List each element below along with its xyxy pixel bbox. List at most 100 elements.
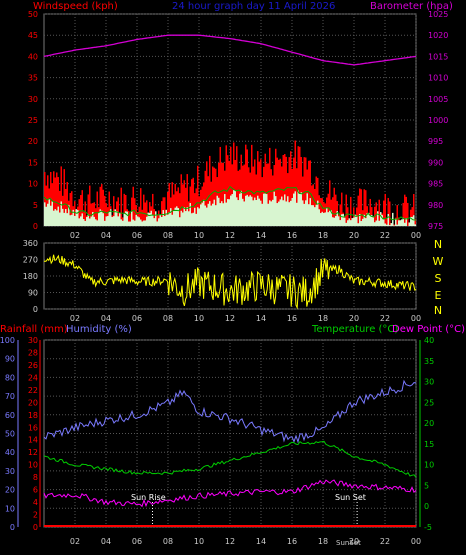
gust-bar xyxy=(345,194,347,226)
gust-bar xyxy=(260,159,262,226)
direction-tick-label: 270 xyxy=(23,256,38,265)
wind-x-tick-label: 02 xyxy=(70,231,80,240)
gust-bar xyxy=(285,156,287,226)
wind-average-bar xyxy=(323,212,325,226)
direction-x-tick-label: 18 xyxy=(318,314,328,323)
wind-average-bar xyxy=(326,207,328,226)
wind-average-bar xyxy=(51,201,53,226)
gust-bar xyxy=(93,202,95,226)
rainfall-tick-label: 16 xyxy=(28,423,38,432)
wind-average-bar xyxy=(230,195,232,226)
wind-average-bar xyxy=(267,203,269,226)
wind-average-bar xyxy=(405,218,407,226)
gust-bar xyxy=(56,172,58,226)
wind-average-bar xyxy=(305,200,307,226)
wind-average-bar xyxy=(357,223,359,226)
gust-bar xyxy=(279,158,281,226)
gust-bar xyxy=(140,188,142,226)
wind-average-bar xyxy=(206,207,208,226)
wind-tick-label: 50 xyxy=(28,10,38,19)
gust-bar xyxy=(174,183,176,226)
gust-bar xyxy=(63,169,65,226)
wind-average-bar xyxy=(335,216,337,226)
wind-average-bar xyxy=(360,221,362,226)
wind-average-bar xyxy=(125,211,127,226)
wind-average-bar xyxy=(146,216,148,226)
gust-bar xyxy=(299,146,301,226)
gust-bar xyxy=(81,190,83,226)
gust-bar xyxy=(125,195,127,226)
wind-average-bar xyxy=(359,213,361,226)
wind-tick-label: 40 xyxy=(28,52,38,61)
wind-average-bar xyxy=(410,216,412,226)
wind-average-bar xyxy=(306,193,308,226)
gust-bar xyxy=(327,193,329,226)
gust-bar xyxy=(105,203,107,226)
gust-bar xyxy=(378,199,380,226)
wind-average-bar xyxy=(281,196,283,226)
wind-average-bar xyxy=(285,201,287,226)
wind-average-bar xyxy=(296,202,298,226)
gust-bar xyxy=(195,188,197,226)
wind-average-bar xyxy=(111,217,113,226)
wind-average-bar xyxy=(327,212,329,226)
temperature-tick-label: 5 xyxy=(424,481,429,490)
temperature-tick-label: 25 xyxy=(424,398,434,407)
gust-bar xyxy=(333,187,335,226)
temperature-tick-label: 35 xyxy=(424,357,434,366)
wind-average-bar xyxy=(198,208,200,226)
gust-bar xyxy=(87,194,89,226)
humidity-tick-label: 60 xyxy=(5,411,15,420)
gust-bar xyxy=(270,169,272,226)
gust-bar xyxy=(294,140,296,226)
gust-bar xyxy=(242,165,244,226)
gust-bar xyxy=(369,198,371,226)
gust-bar xyxy=(89,185,91,226)
gust-bar xyxy=(288,157,290,226)
wind-average-bar xyxy=(332,217,334,226)
wind-average-bar xyxy=(353,217,355,226)
wind-average-bar xyxy=(74,215,76,226)
temp-x-tick-label: 12 xyxy=(225,537,235,546)
wind-average-bar xyxy=(186,207,188,226)
gust-bar xyxy=(206,161,208,226)
wind-average-bar xyxy=(54,209,56,226)
barometer-tick-label: 1005 xyxy=(428,95,448,104)
wind-average-bar xyxy=(101,210,103,226)
wind-average-bar xyxy=(395,218,397,226)
wind-average-bar xyxy=(137,216,139,226)
gust-bar xyxy=(347,207,349,226)
wind-average-bar xyxy=(116,211,118,226)
wind-average-bar xyxy=(80,216,82,226)
wind-average-bar xyxy=(338,216,340,226)
gust-bar xyxy=(411,207,413,226)
wind-average-bar xyxy=(302,200,304,226)
wind-average-bar xyxy=(290,200,292,226)
gust-bar xyxy=(240,154,242,226)
rainfall-tick-label: 24 xyxy=(28,373,38,382)
gust-bar xyxy=(233,142,235,226)
wind-average-bar xyxy=(231,194,233,226)
direction-panel-grid xyxy=(44,242,417,310)
gust-bar xyxy=(53,171,55,226)
gust-bar xyxy=(84,201,86,226)
wind-average-bar xyxy=(132,219,134,226)
temp-x-tick-label: 20 xyxy=(349,537,359,546)
wind-average-bar xyxy=(369,215,371,226)
humidity-tick-label: 40 xyxy=(5,448,15,457)
wind-average-bar xyxy=(153,218,155,226)
wind-average-bar xyxy=(104,220,106,226)
wind-average-bar xyxy=(194,207,196,226)
rainfall-tick-label: 2 xyxy=(33,511,38,520)
wind-average-bar xyxy=(381,215,383,226)
gust-bar xyxy=(315,176,317,226)
temp-x-tick-label: 08 xyxy=(163,537,173,546)
wind-average-bar xyxy=(237,200,239,226)
barometer-tick-label: 1015 xyxy=(428,52,448,61)
direction-x-tick-label: 08 xyxy=(163,314,173,323)
gust-bar xyxy=(218,162,220,226)
wind-average-bar xyxy=(317,200,319,226)
rainfall-tick-label: 30 xyxy=(28,336,38,345)
